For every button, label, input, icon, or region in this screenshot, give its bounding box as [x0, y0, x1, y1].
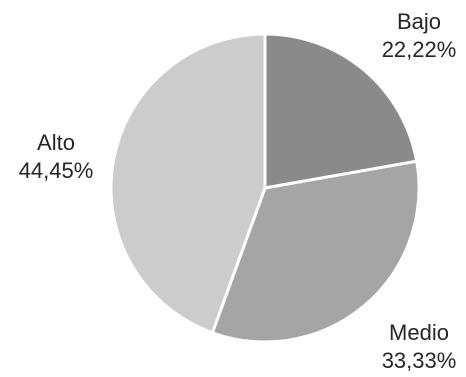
pie-slices: [109, 32, 421, 344]
slice-label-medio-name: Medio: [389, 320, 449, 345]
slice-label-alto-value: 44,45%: [19, 158, 94, 183]
pie-slice-alto: [109, 32, 267, 335]
slice-label-medio-value: 33,33%: [382, 348, 457, 373]
slice-label-alto-name: Alto: [37, 130, 75, 155]
pie-slice-bajo: [263, 32, 419, 190]
pie-slice-medio: [210, 159, 421, 344]
slice-label-bajo-name: Bajo: [397, 9, 441, 34]
slice-label-bajo-value: 22,22%: [382, 37, 457, 62]
